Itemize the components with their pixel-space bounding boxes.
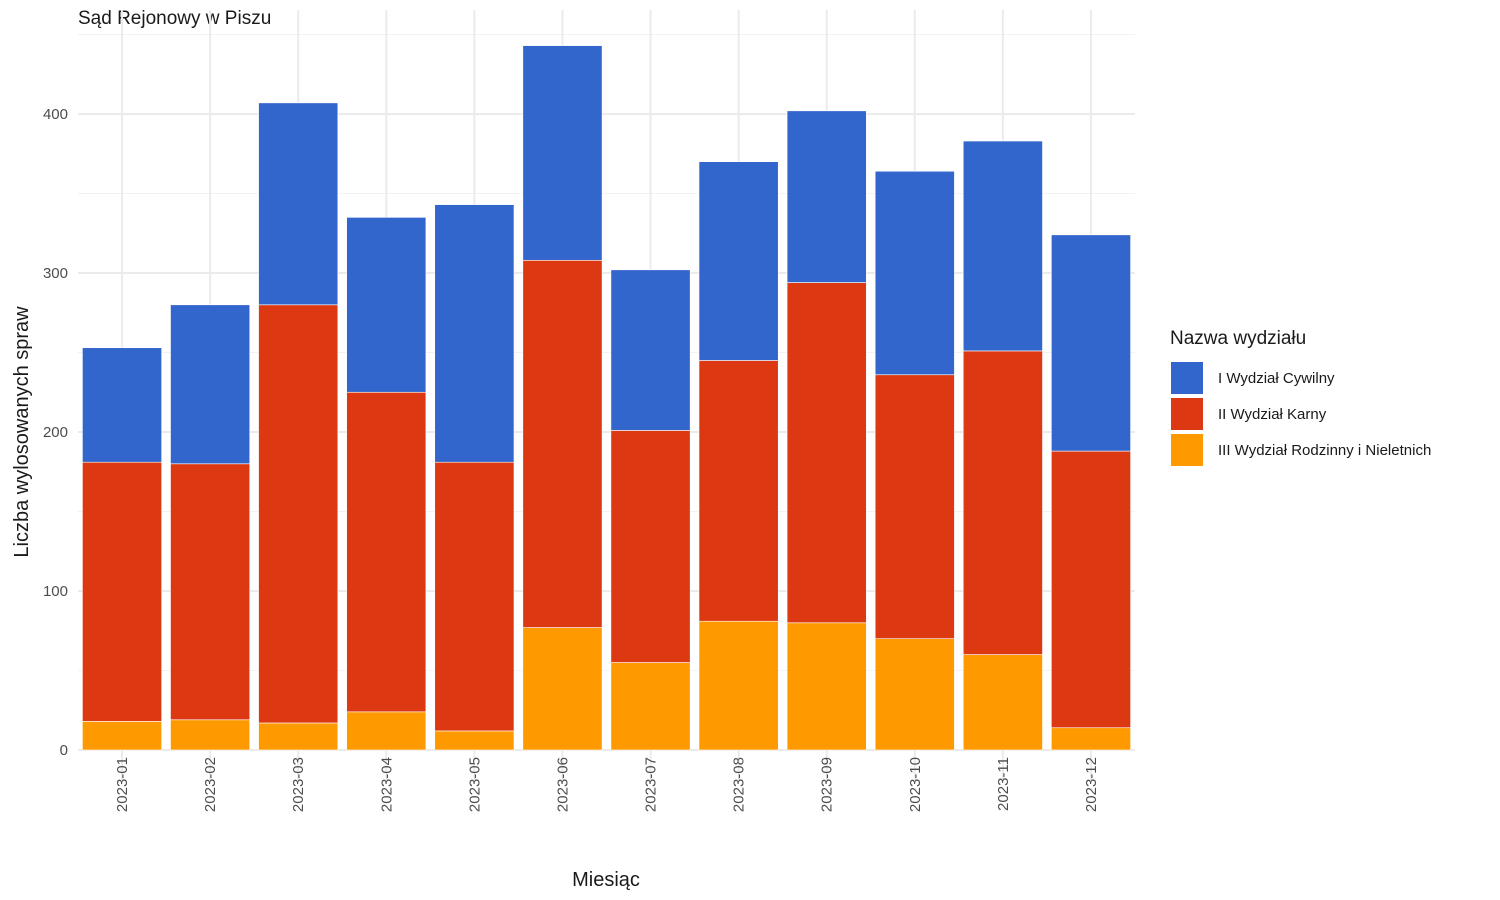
bar-segment <box>698 161 779 361</box>
bar-segment <box>346 391 427 713</box>
x-tick-label: 2023-05 <box>466 757 483 812</box>
legend-item: I Wydział Cywilny <box>1170 360 1431 396</box>
bar-segment <box>1051 234 1131 452</box>
bar-segment <box>962 350 1043 655</box>
bar-segment <box>610 662 691 751</box>
x-tick-label: 2023-11 <box>995 757 1012 811</box>
bar-segment <box>698 620 779 751</box>
legend-key <box>1170 397 1204 431</box>
bar-segment <box>434 730 515 751</box>
bar-segment <box>170 304 251 465</box>
bar-segment <box>962 140 1043 352</box>
y-axis-label: Liczba wylosowanych spraw <box>11 306 33 558</box>
x-tick-label: 2023-01 <box>114 757 131 812</box>
bar-segment <box>698 360 779 622</box>
bar-segment <box>874 638 955 751</box>
x-tick-label: 2023-04 <box>378 757 395 812</box>
bar-segment <box>258 304 339 724</box>
bar-segment <box>258 102 339 306</box>
x-tick-label: 2023-07 <box>643 757 660 812</box>
bar-segment <box>522 45 603 261</box>
legend-label: I Wydział Cywilny <box>1218 369 1335 387</box>
x-tick-label: 2023-09 <box>819 757 836 812</box>
legend-label: III Wydział Rodzinny i Nieletnich <box>1218 441 1432 459</box>
y-tick-label: 100 <box>43 583 68 600</box>
bar-segment <box>962 654 1043 751</box>
y-tick-label: 0 <box>60 742 68 759</box>
x-tick-label: 2023-08 <box>731 757 748 812</box>
legend-key <box>1170 433 1204 467</box>
x-tick-label: 2023-12 <box>1083 757 1100 812</box>
legend-key <box>1170 361 1204 395</box>
bar-segment <box>874 374 955 640</box>
bar-segment <box>434 461 515 732</box>
legend-label: II Wydział Karny <box>1218 405 1327 423</box>
x-tick-label: 2023-03 <box>290 757 307 812</box>
bar-segment <box>874 170 955 376</box>
bar-segment <box>1051 450 1131 729</box>
bar-segment <box>522 627 603 751</box>
bar-segment <box>786 282 867 624</box>
legend-item: III Wydział Rodzinny i Nieletnich <box>1170 432 1431 468</box>
legend-title: Nazwa wydziału <box>1170 328 1307 349</box>
y-tick-label: 200 <box>43 424 68 441</box>
y-tick-label: 300 <box>43 265 68 282</box>
bar-segment <box>522 259 603 628</box>
bar-segment <box>434 204 515 463</box>
bar-segment <box>610 269 691 431</box>
bar-segment <box>346 217 427 393</box>
bar-segment <box>170 463 251 721</box>
x-tick-label: 2023-02 <box>202 757 219 812</box>
bar-segment <box>258 722 339 751</box>
bar-segment <box>346 711 427 751</box>
legend-item: II Wydział Karny <box>1170 396 1431 432</box>
x-tick-label: 2023-10 <box>907 757 924 812</box>
bar-segment <box>82 721 162 751</box>
bar-segment <box>610 430 691 663</box>
bar-segment <box>170 719 251 751</box>
bar-segment <box>82 347 162 463</box>
bar-segment <box>1051 727 1131 751</box>
x-tick-label: 2023-06 <box>554 757 571 812</box>
legend: Nazwa wydziału I Wydział Cywilny II Wydzi… <box>1170 328 1431 468</box>
bar-segment <box>786 110 867 283</box>
chart-title: Sąd Rejonowy w Piszu <box>78 8 272 29</box>
bar-segment <box>82 461 162 722</box>
y-tick-label: 400 <box>43 106 68 123</box>
bar-segment <box>786 622 867 751</box>
x-axis-label: Miesiąc <box>572 869 640 891</box>
